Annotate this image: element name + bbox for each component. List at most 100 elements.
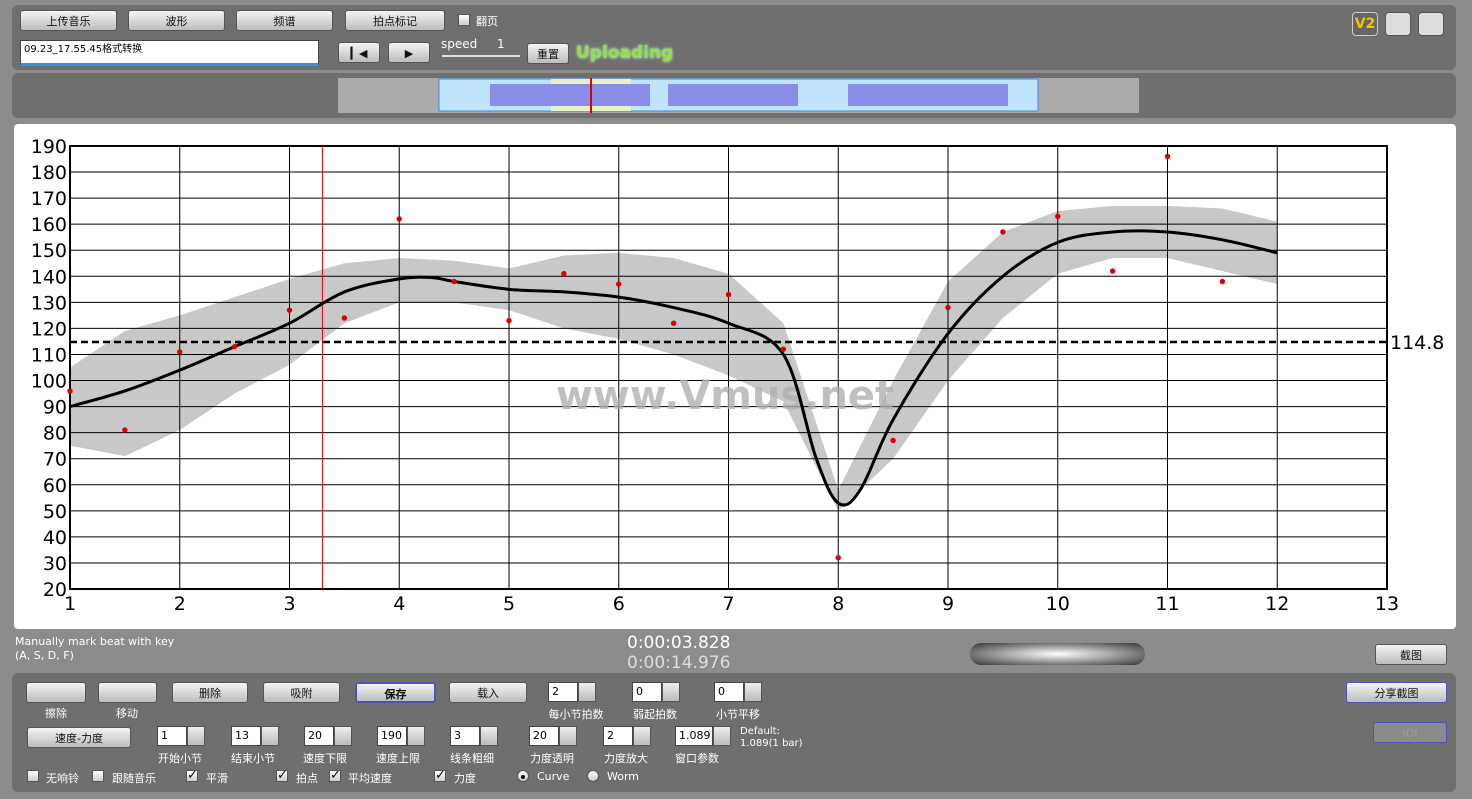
- file-name[interactable]: 09.23_17.55.45格式转换: [20, 40, 319, 66]
- reset-button[interactable]: 重置: [527, 43, 569, 64]
- tool-button[interactable]: [26, 682, 86, 703]
- spinner[interactable]: [713, 726, 731, 746]
- screenshot-button[interactable]: 截图: [1375, 644, 1447, 665]
- share-button[interactable]: 分享截图: [1346, 682, 1447, 703]
- hint-line-2: (A, S, D, F): [15, 649, 74, 662]
- plot-border: [69, 145, 1388, 590]
- zoom-slider[interactable]: [970, 643, 1145, 665]
- beat-point: [561, 270, 567, 277]
- y-tick-label: 170: [31, 188, 67, 210]
- radio[interactable]: [587, 770, 599, 782]
- toolbar-button[interactable]: 上传音乐: [20, 10, 117, 31]
- mode-button[interactable]: 速度-力度: [27, 727, 131, 748]
- x-tick-label: 7: [722, 593, 734, 615]
- toolbar-button[interactable]: 频谱: [236, 10, 333, 31]
- checkbox[interactable]: ✓: [329, 768, 341, 783]
- action-button[interactable]: 吸附: [263, 682, 340, 703]
- play-button[interactable]: ▶: [388, 42, 430, 63]
- disabled-button[interactable]: IOI: [1373, 722, 1447, 743]
- beat-point: [122, 427, 128, 433]
- spinner[interactable]: [187, 726, 205, 746]
- beat-point: [396, 216, 402, 222]
- y-tick-label: 30: [43, 553, 67, 575]
- home-icon[interactable]: [1385, 12, 1411, 36]
- toolbar-button[interactable]: 波形: [128, 10, 225, 31]
- y-tick-label: 160: [31, 214, 67, 236]
- beat-point: [835, 555, 841, 561]
- radio-label: Curve: [537, 770, 570, 783]
- beat-point: [725, 291, 732, 298]
- checkbox[interactable]: ✓: [276, 768, 288, 783]
- y-tick-label: 120: [31, 318, 67, 340]
- y-tick-label: 150: [31, 240, 67, 262]
- checkbox[interactable]: [92, 770, 104, 782]
- x-tick-label: 6: [613, 593, 625, 615]
- spinner[interactable]: [334, 726, 352, 746]
- number-input[interactable]: 190: [377, 726, 407, 746]
- spinner[interactable]: [744, 682, 762, 702]
- x-tick-label: 5: [503, 593, 515, 615]
- number-input[interactable]: 2: [603, 726, 633, 746]
- beat-point: [341, 315, 348, 321]
- tool-button[interactable]: [98, 682, 157, 703]
- speed-slider[interactable]: [442, 55, 520, 57]
- x-tick-label: 11: [1155, 593, 1179, 615]
- default-note: 1.089(1 bar): [740, 738, 803, 749]
- prev-button[interactable]: ▎◀: [338, 42, 380, 63]
- spinner[interactable]: [407, 726, 425, 746]
- checkbox[interactable]: ✓: [186, 768, 198, 783]
- checkbox[interactable]: [27, 770, 39, 782]
- beat-point: [780, 346, 787, 352]
- radio[interactable]: [517, 770, 529, 782]
- window-icon[interactable]: [1418, 12, 1444, 36]
- version-badge[interactable]: V2: [1352, 12, 1378, 36]
- page-checkbox[interactable]: [458, 14, 470, 26]
- field-label: 弱起拍数: [633, 708, 677, 721]
- beat-point: [1055, 213, 1061, 220]
- number-input[interactable]: 0: [714, 682, 744, 702]
- confidence-band: [70, 205, 1278, 511]
- number-input[interactable]: 2: [548, 682, 578, 702]
- y-tick-label: 40: [43, 527, 67, 549]
- page-toggle-label: 翻页: [476, 15, 498, 28]
- beat-point: [1219, 278, 1226, 285]
- waveform-overview[interactable]: [338, 78, 1139, 113]
- x-tick-label: 10: [1046, 593, 1070, 615]
- action-button[interactable]: 删除: [172, 682, 248, 703]
- number-input[interactable]: 0: [632, 682, 662, 702]
- radio-label: Worm: [607, 770, 640, 783]
- number-input[interactable]: 1: [157, 726, 187, 746]
- number-input[interactable]: 3: [450, 726, 480, 746]
- x-tick-label: 2: [174, 593, 186, 615]
- spinner[interactable]: [633, 726, 651, 746]
- x-tick-label: 1: [64, 593, 76, 615]
- action-button[interactable]: 保存: [355, 682, 436, 703]
- spinner[interactable]: [261, 726, 279, 746]
- toolbar-button[interactable]: 拍点标记: [345, 10, 445, 31]
- beat-point: [286, 307, 293, 313]
- beat-point: [890, 437, 896, 444]
- spinner[interactable]: [559, 726, 577, 746]
- number-input[interactable]: 13: [231, 726, 261, 746]
- spinner[interactable]: [578, 682, 596, 702]
- action-button[interactable]: 载入: [449, 682, 527, 703]
- y-tick-label: 50: [43, 501, 67, 523]
- spinner[interactable]: [662, 682, 680, 702]
- field-label: 结束小节: [231, 752, 275, 765]
- spinner[interactable]: [480, 726, 498, 746]
- y-tick-label: 180: [31, 162, 67, 184]
- y-tick-label: 20: [43, 579, 67, 601]
- y-tick-label: 80: [43, 423, 67, 445]
- beat-point: [945, 304, 951, 311]
- number-input[interactable]: 20: [529, 726, 559, 746]
- tempo-curve: [69, 229, 1278, 507]
- y-tick-label: 130: [31, 292, 67, 314]
- current-time: 0:00:03.828: [627, 633, 731, 653]
- number-input[interactable]: 20: [304, 726, 334, 746]
- field-label: 窗口参数: [675, 752, 719, 765]
- checkbox[interactable]: ✓: [434, 768, 446, 783]
- number-input[interactable]: 1.089: [675, 726, 713, 746]
- tool-label: 移动: [116, 707, 138, 720]
- beat-point: [177, 349, 183, 355]
- field-label: 力度透明: [530, 752, 574, 765]
